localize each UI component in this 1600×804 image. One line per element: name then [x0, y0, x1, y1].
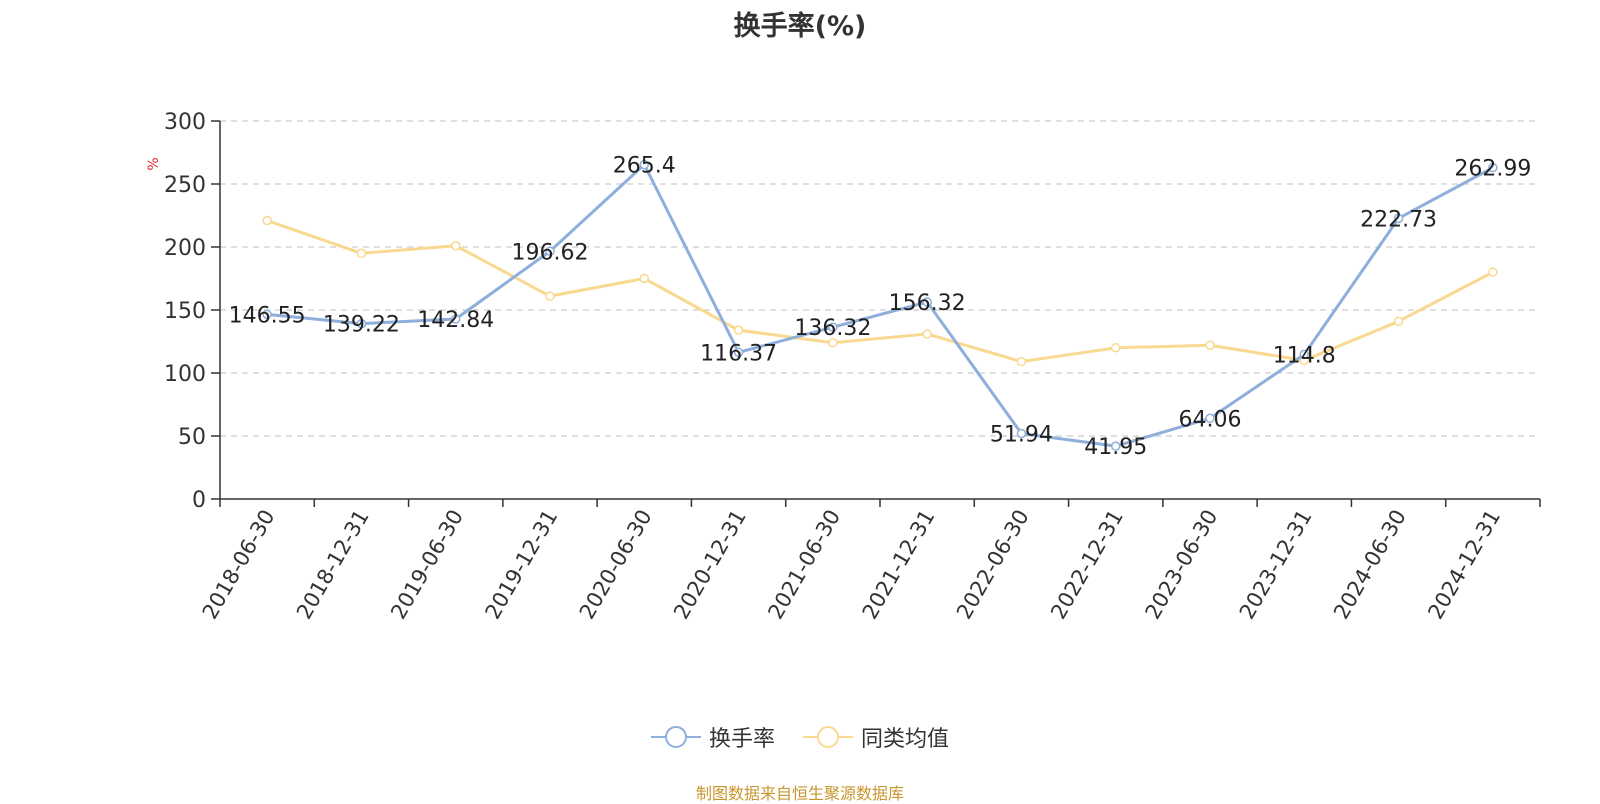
chart-title: 换手率(%)	[733, 11, 867, 42]
series-1-point	[639, 273, 650, 284]
legend-line-circle-icon	[651, 726, 701, 748]
series-1-point	[1488, 267, 1498, 277]
y-tick-label: 150	[164, 299, 206, 324]
x-tick-label: 2022-12-31	[1046, 506, 1128, 624]
data-label: 156.32	[889, 291, 966, 316]
data-label: 196.62	[512, 240, 589, 265]
series-0-point	[545, 246, 555, 257]
series-0-point	[1488, 162, 1498, 173]
y-tick-label: 250	[164, 173, 206, 198]
data-label: 222.73	[1360, 207, 1437, 232]
y-tick-label: 300	[164, 110, 206, 135]
x-tick-label: 2024-06-30	[1329, 506, 1411, 624]
data-label: 116.37	[700, 341, 777, 366]
legend-item-turnover[interactable]: 换手率	[651, 722, 775, 752]
y-axis-unit-label: %	[146, 157, 162, 170]
data-label: 41.95	[1084, 435, 1147, 460]
series-0-point	[1205, 413, 1215, 424]
x-tick-label: 2021-06-30	[763, 506, 845, 624]
data-label: 265.4	[613, 154, 676, 179]
series-1-point	[1205, 340, 1215, 351]
x-tick-label: 2020-12-31	[669, 506, 751, 624]
data-label: 114.8	[1273, 343, 1336, 368]
series-0-point	[733, 347, 744, 358]
series-1-point	[545, 291, 555, 301]
series-0-point	[1016, 428, 1027, 439]
x-tick-label: 2023-12-31	[1235, 506, 1317, 624]
series-1-point	[262, 215, 272, 226]
data-labels: 146.55 139.22 142.84 196.62 265.4 116.37 136.3…	[229, 154, 1532, 461]
series-0-point	[828, 322, 838, 332]
data-label: 146.55	[229, 303, 306, 328]
series-0-point	[922, 297, 932, 307]
series-1-point	[450, 240, 461, 251]
series-1-point	[1393, 316, 1404, 327]
x-tick-label: 2024-12-31	[1423, 506, 1505, 624]
data-label: 64.06	[1179, 407, 1242, 432]
series-0-point	[262, 309, 272, 320]
x-tick-label: 2018-06-30	[198, 506, 280, 624]
y-tick-label: 200	[164, 236, 206, 261]
x-tick-label: 2023-06-30	[1141, 506, 1223, 624]
series-0-point	[1393, 213, 1404, 224]
series-1-point	[922, 329, 932, 339]
legend-label-peer-average: 同类均值	[861, 727, 950, 752]
legend-label-turnover: 换手率	[709, 727, 776, 752]
x-tick-label: 2020-06-30	[575, 506, 657, 624]
grid-lines	[220, 120, 1540, 437]
series-0-point	[1110, 441, 1121, 451]
series-1-point	[733, 325, 744, 335]
y-tick-label: 50	[178, 425, 206, 450]
data-label: 51.94	[990, 423, 1053, 448]
x-tick-label: 2021-12-31	[858, 505, 940, 623]
series-0-point	[450, 314, 461, 324]
series-1-point	[1016, 356, 1027, 367]
series	[262, 159, 1498, 451]
y-tick-label: 0	[192, 488, 206, 513]
x-tick-label: 2019-06-30	[386, 506, 468, 624]
series-0-point	[1299, 349, 1310, 360]
data-label: 262.99	[1454, 157, 1531, 182]
data-source-note: 制图数据来自恒生聚源数据库	[695, 784, 904, 803]
series-1-point	[1110, 343, 1121, 353]
series-line-0	[266, 163, 1494, 448]
data-label: 136.32	[794, 316, 871, 341]
series-0-point	[356, 318, 367, 329]
legend-item-peer-average[interactable]: 同类均值	[803, 722, 949, 752]
legend-line-circle-icon	[803, 726, 853, 748]
series-0-point	[639, 159, 650, 170]
y-tick-label: 100	[164, 362, 206, 387]
x-tick-label: 2022-06-30	[952, 506, 1034, 624]
series-line-1	[266, 219, 1494, 364]
data-label: 142.84	[417, 308, 494, 333]
x-tick-label: 2018-12-31	[292, 506, 374, 624]
series-1-point	[356, 248, 367, 259]
x-tick-label: 2019-12-31	[481, 506, 563, 624]
series-1-point	[828, 338, 838, 348]
data-label: 139.22	[323, 313, 400, 338]
